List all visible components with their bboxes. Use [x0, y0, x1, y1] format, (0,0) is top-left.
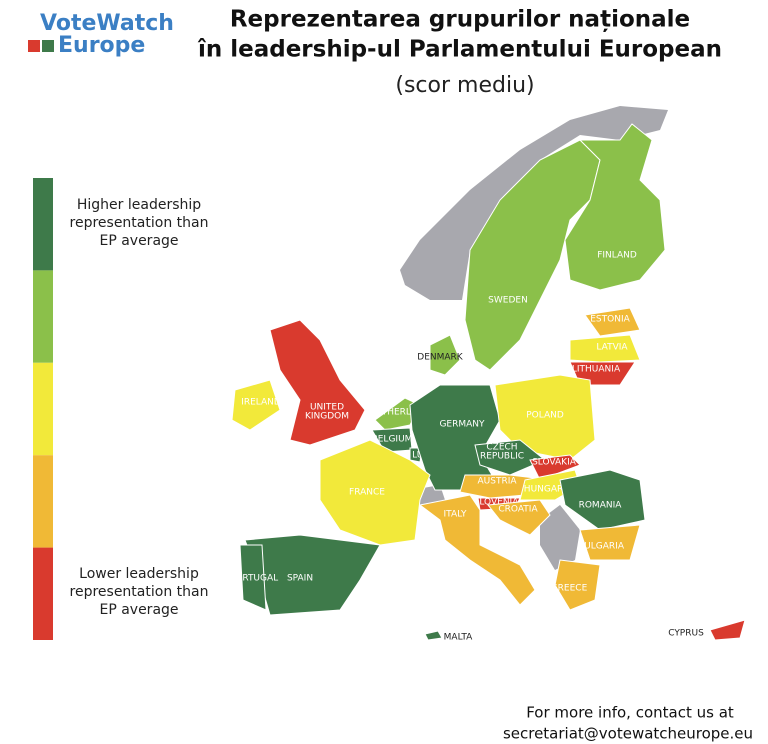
country-label: CROATIA: [498, 505, 538, 515]
legend-swatch: [33, 455, 53, 548]
legend-label: EP average: [99, 602, 178, 618]
country-shape: [494, 374, 596, 461]
logo-text: Europe: [58, 33, 145, 58]
legend-label: Higher leadership: [77, 197, 201, 213]
logo-icon: [28, 40, 40, 52]
country-label: GREECE: [551, 584, 588, 594]
country-label: HUNGARY: [524, 485, 569, 495]
logo-icon: [42, 40, 54, 52]
country-shape: [584, 307, 641, 337]
legend-swatch: [33, 178, 53, 271]
legend-label: representation than: [70, 215, 209, 231]
country-label: CYPRUS: [668, 629, 704, 639]
country-label: LITHUANIA: [572, 365, 621, 375]
country-shape: [709, 619, 746, 641]
country-shape: [554, 559, 601, 611]
country-shape: [559, 469, 646, 531]
non-eu-area: [400, 106, 668, 300]
country-shape: [424, 630, 443, 641]
country-label: ITALY: [444, 510, 467, 520]
logo-text: VoteWatch: [40, 11, 174, 36]
country-label: DENMARK: [417, 353, 464, 363]
country-label: CZECH: [486, 443, 517, 453]
title: Reprezentarea grupurilor naționale: [230, 7, 690, 33]
country-label: POLAND: [526, 411, 564, 421]
subtitle: (scor mediu): [395, 73, 534, 98]
country-shape: [239, 544, 267, 611]
footer: For more info, contact us at: [526, 704, 734, 722]
footer: secretariat@votewatcheurope.eu: [503, 725, 753, 743]
country-label: PORTUGAL: [230, 574, 278, 584]
legend-label: representation than: [70, 584, 209, 600]
country-label: GERMANY: [439, 420, 485, 430]
legend-swatch: [33, 362, 53, 456]
country-shape: [487, 499, 551, 536]
country-label: SPAIN: [287, 574, 313, 584]
country-label: BELGIUM: [372, 435, 413, 445]
country-label: ESTONIA: [590, 315, 630, 325]
legend-label: EP average: [99, 233, 178, 249]
country-label: FRANCE: [349, 488, 385, 498]
country-label: SLOVAKIA: [532, 458, 577, 468]
country-label: ROMANIA: [579, 501, 623, 511]
country-shape: [269, 319, 366, 446]
country-label: MALTA: [444, 633, 473, 643]
country-shape: [429, 334, 461, 376]
country-shape: [231, 379, 281, 431]
title: în leadership-ul Parlamentului European: [197, 37, 722, 63]
country-shape: [418, 494, 536, 606]
country-label: LATVIA: [596, 343, 628, 353]
country-label: UNITED: [310, 403, 344, 413]
country-label: AUSTRIA: [477, 477, 517, 487]
country-label: FINLAND: [597, 251, 637, 261]
legend-swatch: [33, 547, 53, 640]
country-label: BULGARIA: [578, 542, 625, 552]
country-label: KINGDOM: [305, 412, 349, 422]
country-shape: [474, 439, 546, 476]
country-shape: [569, 334, 641, 363]
country-label: REPUBLIC: [480, 452, 524, 462]
country-shape: [579, 524, 641, 561]
country-shape: [529, 454, 581, 481]
country-label: IRELAND: [241, 398, 281, 408]
legend-label: Lower leadership: [79, 566, 199, 582]
country-label: SLOVENIA: [474, 498, 520, 508]
non-eu-area: [540, 505, 580, 570]
legend-swatch: [33, 270, 53, 363]
country-label: SWEDEN: [488, 296, 528, 306]
country-shape: [564, 123, 666, 291]
country-shape: [319, 439, 431, 546]
country-label: NETHERLANDS: [369, 408, 437, 418]
